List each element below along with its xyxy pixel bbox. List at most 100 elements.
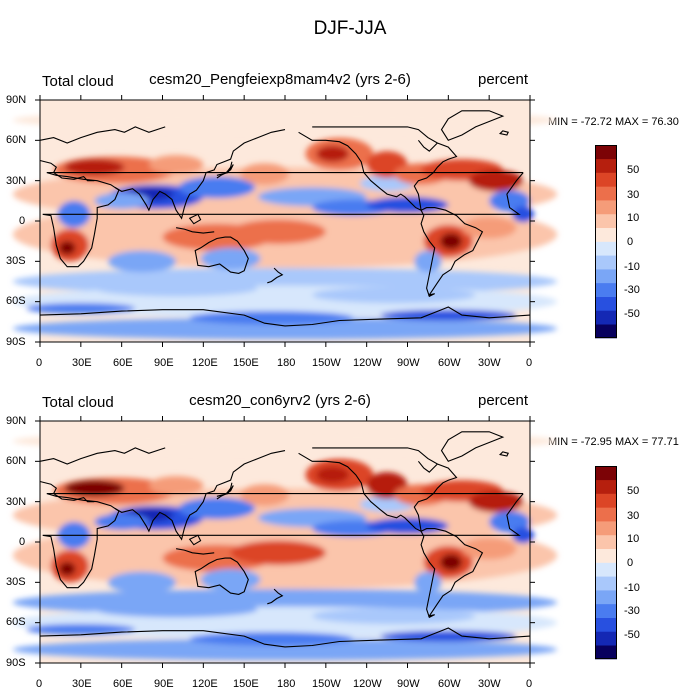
contour-region [108, 250, 177, 273]
x-tick-120w: 120W [353, 678, 382, 690]
x-tick-180: 180 [277, 357, 296, 369]
colorbar-swatch [595, 493, 617, 508]
coastline [114, 450, 286, 541]
coastline [498, 451, 509, 457]
colorbar-1-label-m30: -30 [624, 284, 640, 296]
contour-region [440, 233, 462, 250]
panel-1-right-label: percent [478, 71, 529, 88]
contour-region [189, 311, 354, 325]
colorbar-frame [595, 466, 617, 659]
contour-region [12, 109, 558, 131]
x-tick-0-end: 0 [526, 357, 533, 369]
contour-region [26, 303, 136, 314]
y-tick-0: 0 [19, 215, 26, 227]
x-tick-120e: 120E [192, 357, 218, 369]
x-tick-90e: 90E [154, 678, 174, 690]
panel-2-right-label: percent [478, 392, 529, 409]
colorbar-swatch [595, 310, 617, 325]
contour-region [461, 537, 517, 560]
x-tick-90e: 90E [154, 357, 174, 369]
contour-region [240, 163, 290, 185]
colorbar-frame [595, 145, 617, 338]
x-tick-150w: 150W [312, 678, 341, 690]
coastline [39, 627, 531, 648]
coastline [298, 131, 422, 211]
x-tick-60e: 60E [113, 357, 133, 369]
contour-region [230, 219, 326, 244]
colorbar-swatch [595, 282, 617, 297]
contour-region [12, 317, 558, 340]
coastline [194, 236, 249, 274]
x-tick-0-end: 0 [526, 678, 533, 690]
y-tick-60s: 60S [6, 616, 26, 628]
x-tick-150w: 150W [312, 357, 341, 369]
colorbar-swatch [595, 296, 617, 311]
colorbar-swatch [595, 521, 617, 536]
contour-region [316, 466, 349, 483]
coastline [188, 213, 202, 225]
contour-region [64, 159, 125, 176]
x-tick-0: 0 [36, 678, 43, 690]
coastline [312, 126, 458, 211]
coastline [39, 126, 166, 144]
coastline [440, 110, 505, 141]
x-tick-0: 0 [36, 357, 43, 369]
x-tick-30w: 30W [478, 357, 501, 369]
colorbar-swatch [595, 269, 617, 284]
colorbar-1-label-m10: -10 [624, 261, 640, 273]
colorbar-2-label-m30: -30 [624, 605, 640, 617]
contour-region [64, 480, 125, 497]
colorbar-swatch [595, 590, 617, 605]
coastline [267, 267, 284, 284]
y-tick-60s: 60S [6, 295, 26, 307]
contour-region [94, 280, 258, 297]
coastline [298, 452, 422, 532]
coastline [498, 130, 509, 136]
colorbar-swatch [595, 562, 617, 577]
x-tick-30w: 30W [478, 678, 501, 690]
colorbar-1-label-10: 10 [627, 212, 640, 224]
contour-region [489, 190, 530, 212]
panel-1-center-label: cesm20_Pengfeiexp8mam4v2 (yrs 2-6) [149, 71, 411, 88]
colorbar-swatch [595, 631, 617, 646]
contour-region [189, 632, 354, 646]
contour-region [148, 476, 204, 495]
panel-2-left-label: Total cloud [42, 394, 114, 411]
y-tick-90s: 90S [6, 336, 26, 348]
x-tick-90w: 90W [397, 678, 420, 690]
colorbar-2-label-50: 50 [627, 485, 640, 497]
contour-region [468, 490, 524, 513]
contour-region [512, 527, 535, 544]
contour-region [366, 517, 449, 534]
contour-region [312, 607, 476, 625]
y-tick-30s: 30S [6, 576, 26, 588]
contour-region [94, 601, 258, 618]
contour-region [468, 169, 524, 192]
colorbar-swatch [595, 145, 617, 160]
coastline [194, 557, 249, 595]
contour-region [59, 241, 76, 255]
x-tick-150e: 150E [233, 678, 259, 690]
contour-region [414, 571, 442, 594]
colorbar-2-label-0: 0 [627, 557, 634, 569]
y-tick-0: 0 [19, 536, 26, 548]
y-tick-90n: 90N [6, 415, 27, 427]
colorbar-swatch [595, 227, 617, 242]
colorbar-2-label-10: 10 [627, 533, 640, 545]
colorbar-swatch [595, 241, 617, 256]
x-tick-30e: 30E [72, 357, 92, 369]
contour-region [440, 554, 462, 571]
colorbar-2-swatches [595, 466, 617, 660]
contour-map-2 [12, 416, 558, 668]
y-tick-30s: 30S [6, 255, 26, 267]
colorbar-swatch [595, 507, 617, 522]
coastline [420, 528, 484, 619]
contour-region [414, 250, 442, 273]
colorbar-swatch [595, 255, 617, 270]
coastline [216, 161, 233, 179]
colorbar-swatch [595, 617, 617, 632]
colorbar-2-label-30: 30 [627, 510, 640, 522]
contour-region [148, 155, 204, 174]
colorbar-swatch [595, 479, 617, 494]
y-tick-90n: 90N [6, 94, 27, 106]
